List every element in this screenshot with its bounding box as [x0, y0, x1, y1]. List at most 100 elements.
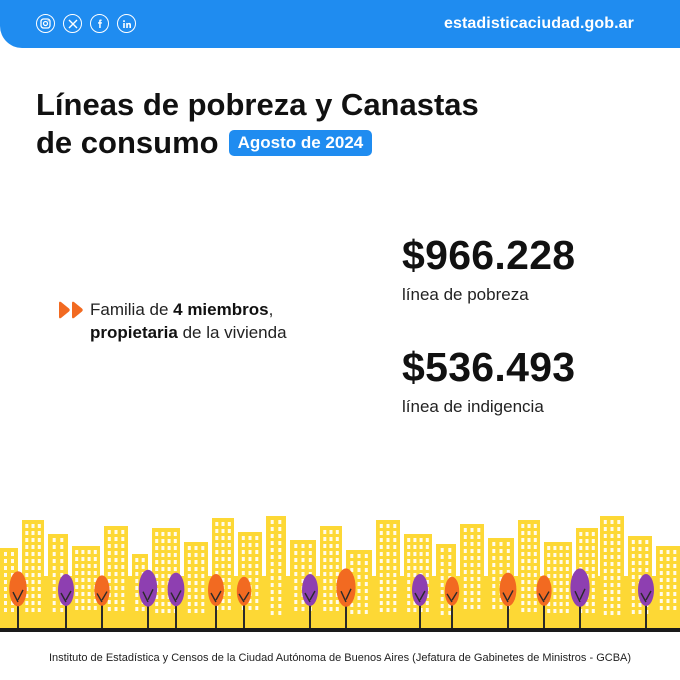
- building-window: [11, 601, 14, 605]
- building-window: [255, 585, 259, 589]
- building-window: [492, 605, 496, 609]
- building-window: [659, 599, 663, 603]
- building-window: [4, 594, 7, 598]
- building-window: [335, 551, 339, 555]
- building-window: [565, 567, 569, 571]
- building-window: [631, 575, 635, 579]
- building-window: [270, 562, 274, 566]
- building-window: [278, 527, 282, 531]
- building-window: [323, 544, 327, 548]
- building-window: [533, 552, 537, 556]
- building-window: [506, 556, 510, 560]
- building-window: [241, 564, 245, 568]
- site-url[interactable]: estadisticaciudad.gob.ar: [443, 15, 634, 32]
- building-window: [579, 546, 583, 550]
- building-window: [559, 588, 563, 592]
- building-window: [477, 570, 481, 574]
- facebook-icon[interactable]: [90, 14, 109, 33]
- building-window: [107, 565, 111, 569]
- building-window: [425, 608, 429, 612]
- building-window: [585, 567, 589, 571]
- building-window: [87, 564, 91, 568]
- header-bar: estadisticaciudad.gob.ar: [0, 0, 680, 48]
- building-window: [610, 569, 614, 573]
- building-window: [114, 544, 118, 548]
- building-window: [448, 548, 452, 552]
- x-icon[interactable]: [63, 14, 82, 33]
- building-window: [499, 556, 503, 560]
- building-window: [167, 539, 171, 543]
- building-window: [379, 524, 383, 528]
- tree-crown: [94, 575, 110, 606]
- building-window: [559, 560, 563, 564]
- building-window: [617, 555, 621, 559]
- building-window: [31, 594, 35, 598]
- building-window: [121, 537, 125, 541]
- building-window: [187, 574, 191, 578]
- building-window: [323, 565, 327, 569]
- building-window: [533, 608, 537, 612]
- building-window: [419, 566, 423, 570]
- linkedin-icon[interactable]: [117, 14, 136, 33]
- building-window: [201, 609, 205, 613]
- building-window: [323, 579, 327, 583]
- building-window: [419, 552, 423, 556]
- tree-branch: [142, 591, 149, 603]
- building-window: [603, 520, 607, 524]
- building-window: [161, 602, 165, 606]
- building-window: [425, 545, 429, 549]
- building-window: [638, 603, 642, 607]
- building-window: [87, 585, 91, 589]
- building-window: [350, 603, 354, 607]
- building-window: [201, 553, 205, 557]
- building-window: [463, 605, 467, 609]
- building-window: [440, 604, 444, 608]
- tree-branch: [175, 590, 182, 601]
- building-window: [659, 550, 663, 554]
- building-window: [167, 532, 171, 536]
- building-window: [631, 540, 635, 544]
- building-window: [81, 564, 85, 568]
- building-window: [364, 603, 368, 607]
- building-window: [335, 572, 339, 576]
- building-window: [221, 571, 225, 575]
- building-window: [255, 550, 259, 554]
- building-window: [591, 546, 595, 550]
- building-window: [221, 550, 225, 554]
- building-window: [521, 524, 525, 528]
- building-window: [121, 551, 125, 555]
- building-window: [255, 543, 259, 547]
- building-window: [463, 556, 467, 560]
- tree-branch: [507, 590, 514, 601]
- instagram-icon[interactable]: [36, 14, 55, 33]
- building-window: [270, 527, 274, 531]
- building-window: [603, 562, 607, 566]
- building-window: [553, 560, 557, 564]
- building-window: [60, 552, 64, 556]
- building-window: [81, 592, 85, 596]
- building-window: [463, 535, 467, 539]
- building-window: [301, 579, 305, 583]
- building-window: [463, 591, 467, 595]
- building-window: [194, 560, 198, 564]
- building-window: [617, 569, 621, 573]
- building-window: [201, 567, 205, 571]
- building-window: [364, 596, 368, 600]
- date-badge: Agosto de 2024: [228, 130, 373, 156]
- building-window: [167, 560, 171, 564]
- building-window: [610, 611, 614, 615]
- building-window: [25, 608, 29, 612]
- building-window: [221, 606, 225, 610]
- building-window: [248, 571, 252, 575]
- building-window: [533, 559, 537, 563]
- building-window: [215, 529, 219, 533]
- building-window: [393, 608, 397, 612]
- building-window: [87, 571, 91, 575]
- building-window: [323, 551, 327, 555]
- building-window: [75, 585, 79, 589]
- building-window: [161, 553, 165, 557]
- building-window: [194, 567, 198, 571]
- building-window: [547, 574, 551, 578]
- building-window: [533, 524, 537, 528]
- building-window: [248, 599, 252, 603]
